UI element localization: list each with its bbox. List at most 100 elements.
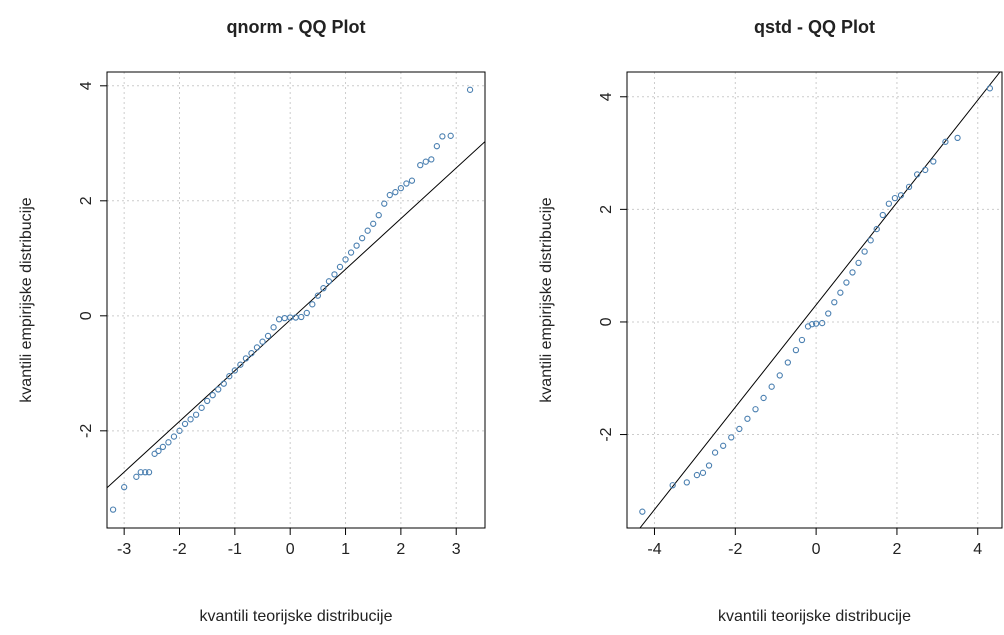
point xyxy=(705,462,713,469)
point xyxy=(181,420,189,428)
point xyxy=(683,479,690,486)
point xyxy=(873,225,880,233)
chart-title: qstd - QQ Plot xyxy=(754,17,875,37)
point xyxy=(165,439,172,446)
chart-title: qnorm - QQ Plot xyxy=(227,17,366,37)
point xyxy=(204,397,211,405)
point xyxy=(885,200,893,207)
point xyxy=(325,278,333,285)
point xyxy=(669,482,676,489)
point xyxy=(159,443,167,451)
point xyxy=(760,394,767,402)
point xyxy=(336,263,344,271)
point xyxy=(209,392,216,399)
point xyxy=(905,183,913,190)
y-tick-label: 0 xyxy=(598,317,615,326)
point xyxy=(170,433,178,440)
point xyxy=(711,449,719,456)
point xyxy=(784,359,791,366)
x-tick-label: 0 xyxy=(812,541,821,558)
y-tick-label: -2 xyxy=(598,427,615,441)
point xyxy=(292,314,299,321)
point xyxy=(281,314,288,322)
point xyxy=(248,350,255,357)
x-axis-label: kvantili teorijske distribucije xyxy=(200,608,393,625)
point xyxy=(954,134,961,142)
point xyxy=(776,372,783,379)
point xyxy=(855,259,862,266)
x-tick-label: 4 xyxy=(973,541,982,558)
y-tick-label: 4 xyxy=(598,92,615,101)
point xyxy=(922,166,929,174)
point xyxy=(364,227,371,234)
y-axis-label: kvantili empirijske distribucije xyxy=(538,197,555,403)
x-tick-label: 3 xyxy=(452,541,461,558)
point xyxy=(736,425,743,433)
point xyxy=(397,185,405,192)
point xyxy=(447,132,454,139)
x-tick-label: 0 xyxy=(286,541,295,558)
point xyxy=(819,319,826,327)
point xyxy=(837,289,844,296)
y-tick-label: -2 xyxy=(78,424,95,438)
point xyxy=(861,248,868,255)
point xyxy=(422,158,429,165)
point xyxy=(375,212,382,219)
point xyxy=(408,177,416,184)
point xyxy=(386,191,393,199)
point xyxy=(891,194,899,202)
point xyxy=(145,469,153,476)
plot-frame xyxy=(106,71,486,529)
point xyxy=(930,158,937,165)
point xyxy=(264,332,272,340)
point xyxy=(752,406,759,413)
point xyxy=(693,471,701,479)
plot-area xyxy=(107,86,485,513)
point xyxy=(192,411,200,418)
point xyxy=(137,469,144,476)
x-axis-label: kvantili teorijske distribucije xyxy=(718,608,911,625)
point xyxy=(231,367,238,374)
point xyxy=(242,355,250,362)
point xyxy=(253,344,261,351)
point xyxy=(381,200,388,207)
point xyxy=(433,143,441,150)
point xyxy=(187,416,194,423)
point xyxy=(812,320,820,327)
point xyxy=(843,279,850,286)
point xyxy=(913,171,921,178)
point xyxy=(237,361,244,368)
point xyxy=(466,86,474,93)
point xyxy=(309,301,316,308)
point xyxy=(392,189,399,196)
point xyxy=(986,85,994,92)
x-tick-label: -3 xyxy=(117,541,131,558)
point xyxy=(728,434,735,441)
reference-line xyxy=(639,72,1001,528)
point xyxy=(370,220,377,227)
point xyxy=(220,380,227,387)
point xyxy=(331,271,338,278)
point xyxy=(121,484,128,491)
x-tick-label: 2 xyxy=(892,541,901,558)
x-tick-label: -2 xyxy=(728,541,742,558)
point xyxy=(808,321,816,328)
point xyxy=(720,442,727,449)
point xyxy=(226,373,233,380)
point xyxy=(428,156,435,163)
point xyxy=(825,310,832,317)
point xyxy=(215,386,222,393)
point xyxy=(867,237,874,244)
point xyxy=(403,180,410,187)
point xyxy=(942,138,949,145)
x-tick-label: -1 xyxy=(228,541,242,558)
point xyxy=(320,285,327,292)
point xyxy=(417,162,424,169)
plot-frame xyxy=(626,71,1003,529)
point xyxy=(439,133,446,140)
point xyxy=(133,473,140,480)
x-tick-label: -4 xyxy=(647,541,661,558)
point xyxy=(353,242,360,249)
point xyxy=(259,338,266,345)
